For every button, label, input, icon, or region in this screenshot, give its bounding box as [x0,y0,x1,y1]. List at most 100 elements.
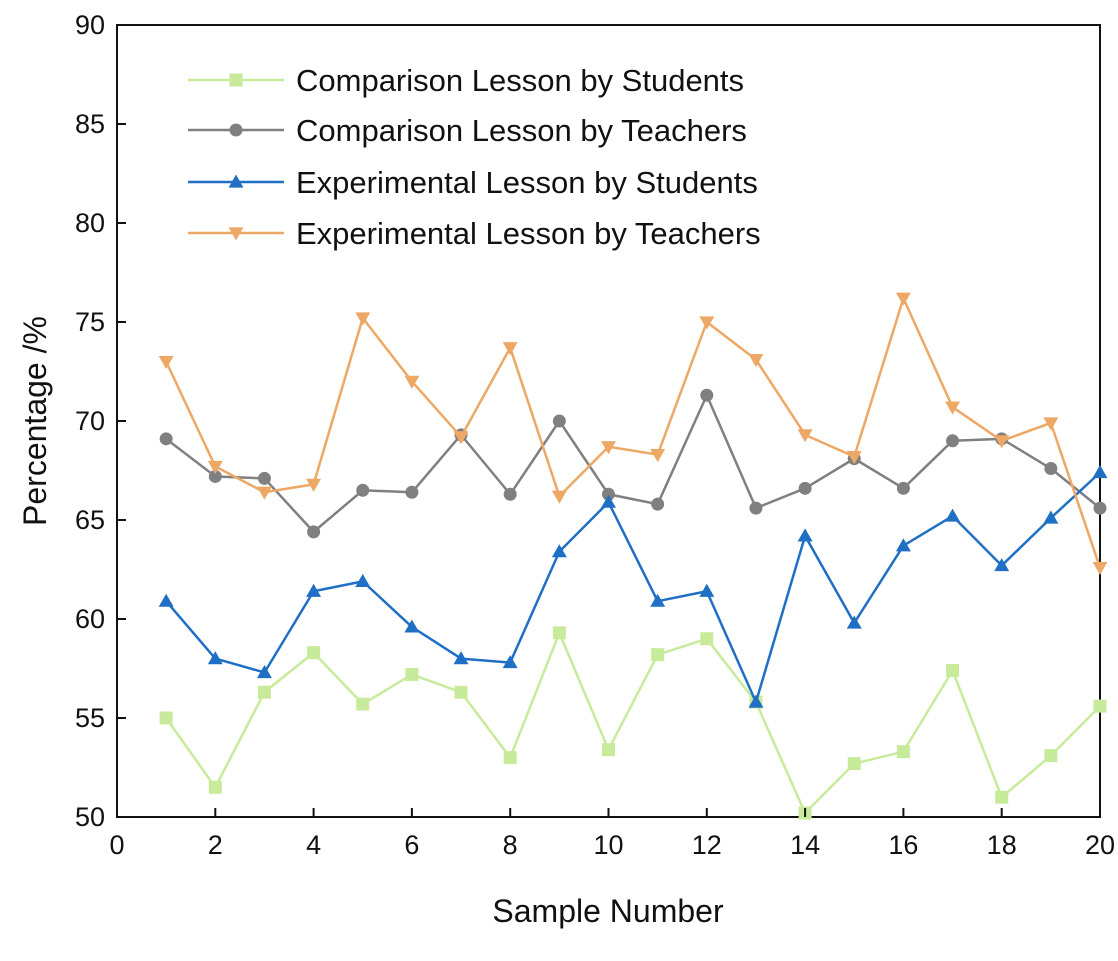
series-line [165,394,1101,534]
y-tick-label: 80 [75,208,105,238]
x-tick-label: 2 [208,830,223,860]
data-point [256,486,272,500]
legend-label: Comparison Lesson by Teachers [296,113,747,148]
data-point [650,593,666,607]
data-point [551,544,567,558]
data-point [748,694,764,708]
data-point [207,651,223,665]
series-2 [159,388,1107,539]
y-axis-title: Percentage /% [17,316,53,526]
x-tick-label: 10 [593,830,623,860]
series-4 [158,292,1108,575]
legend-marker [229,123,243,137]
data-point [946,434,960,448]
legend-marker [228,174,244,188]
data-point [256,664,272,679]
data-point [1092,561,1108,575]
data-point [699,316,715,330]
data-point [306,478,322,492]
data-point [994,558,1010,572]
data-point [797,429,813,443]
legend-item: Comparison Lesson by Students [188,63,744,98]
legend-label: Comparison Lesson by Students [296,63,744,98]
y-tick-label: 65 [75,505,105,535]
legend-label: Experimental Lesson by Students [296,165,758,200]
data-point [945,508,961,522]
data-point [158,593,174,607]
data-point [896,481,910,495]
data-point [994,435,1010,449]
data-point [502,342,518,356]
data-point [651,648,665,662]
data-point [207,460,223,475]
data-point [208,469,222,483]
data-point [846,451,862,465]
legend-label: Experimental Lesson by Teachers [296,216,761,251]
x-axis-title: Sample Number [492,893,724,929]
data-point [159,432,173,446]
x-tick-label: 0 [109,830,124,860]
data-point [208,780,222,794]
data-point [601,441,616,455]
data-point [749,501,763,515]
data-point [355,312,371,326]
data-point [748,354,764,368]
x-tick-label: 4 [306,830,321,860]
data-point [503,751,517,765]
data-point [700,632,714,646]
data-point [699,583,715,597]
data-point [797,528,813,542]
data-point [454,685,468,699]
legend: Comparison Lesson by Students Comparison … [188,63,761,251]
x-tick-label: 12 [692,830,722,860]
data-point [651,497,665,511]
x-tick-label: 20 [1085,830,1115,860]
data-point [405,485,419,499]
data-point [946,663,960,677]
series-line [165,471,1101,704]
data-point [895,538,911,552]
data-point [356,483,370,497]
y-tick-label: 70 [75,406,105,436]
data-point [1043,510,1059,524]
data-point [650,449,666,463]
data-point [503,487,517,501]
y-tick-label: 75 [75,307,105,337]
x-tick-label: 6 [404,830,419,860]
data-point [405,667,419,681]
x-tick-label: 18 [987,830,1017,860]
data-point [307,525,321,539]
y-tick-label: 60 [75,604,105,634]
data-point [1044,749,1058,763]
data-point [502,655,518,669]
legend-item: Experimental Lesson by Students [188,165,758,200]
data-point [158,355,174,370]
x-tick-label: 16 [888,830,918,860]
data-point [453,431,469,445]
y-tick-label: 50 [75,802,105,832]
legend-marker [229,73,243,87]
axis-layer: 0 2 4 6 8 10 12 14 16 18 20 50 55 60 65 70 75 80 85 90 [75,10,1115,860]
data-point [1092,465,1108,479]
data-point [846,615,862,629]
series-layer [158,292,1108,820]
data-point [945,401,961,415]
series-line [165,631,1101,815]
x-tick-label: 8 [503,830,518,860]
data-point [159,711,173,725]
data-point [453,651,469,665]
y-tick-label: 55 [75,703,105,733]
data-point [602,487,615,501]
data-point [1044,462,1058,476]
data-point [404,375,420,389]
data-point [552,414,566,428]
data-point [847,757,861,771]
data-point [1093,501,1107,515]
data-point [896,745,910,759]
data-point [700,388,714,402]
data-point [1043,417,1059,431]
data-point [895,292,911,306]
data-point [1093,699,1107,713]
series-1 [159,626,1107,820]
